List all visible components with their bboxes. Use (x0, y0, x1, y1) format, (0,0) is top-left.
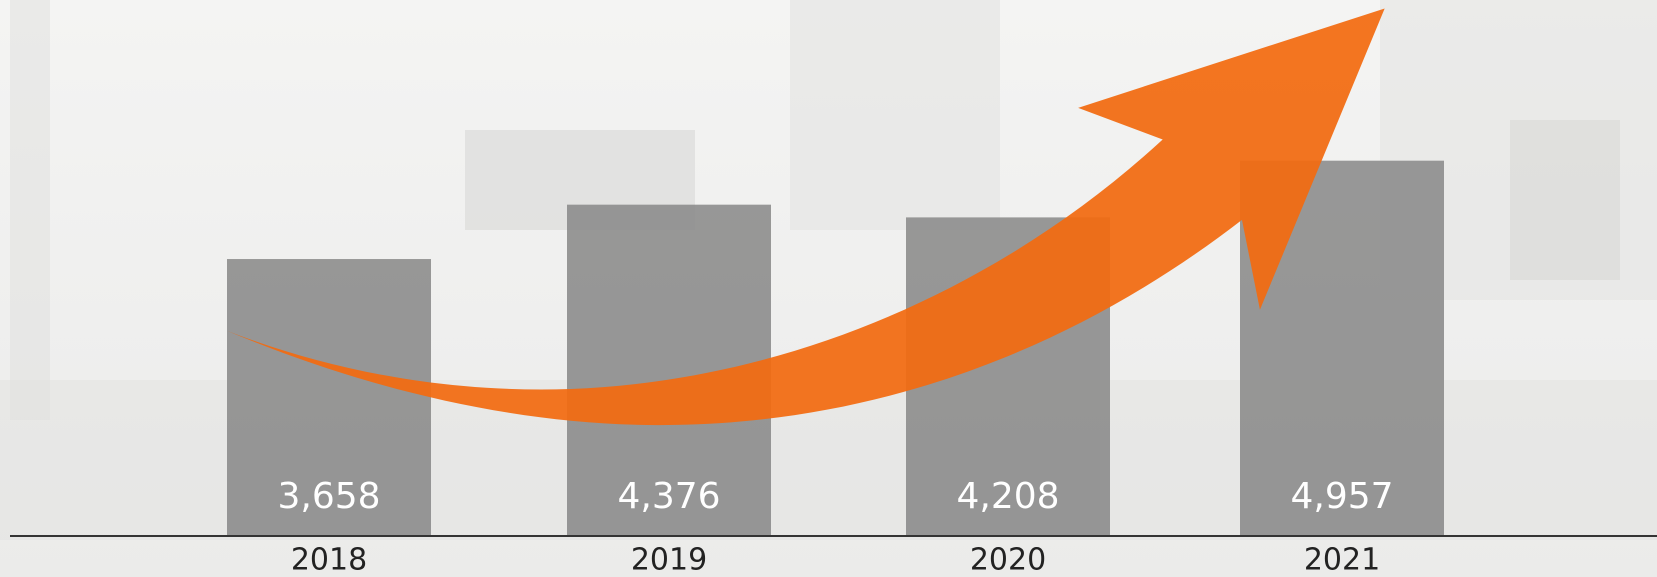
growth-arrow (227, 8, 1385, 426)
x-tick-label: 2020 (970, 543, 1046, 577)
x-tick-label: 2018 (291, 543, 367, 577)
x-tick-label: 2021 (1304, 543, 1380, 577)
value-label: 4,376 (617, 476, 720, 517)
x-tick-label: 2019 (631, 543, 707, 577)
labels: 3,658 2018 4,376 2019 4,208 2020 4,957 2021 (277, 476, 1393, 577)
value-label: 4,957 (1290, 476, 1393, 517)
value-label: 4,208 (956, 476, 1059, 517)
value-label: 3,658 (277, 476, 380, 517)
bar (227, 259, 431, 536)
